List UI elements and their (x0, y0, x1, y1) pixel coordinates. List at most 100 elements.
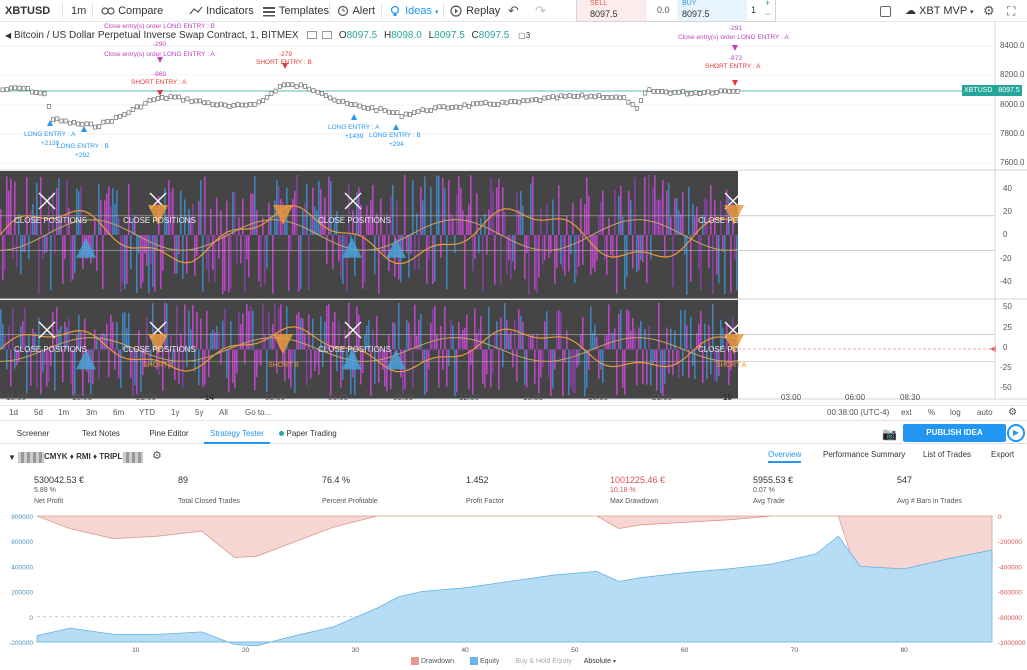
oscillator-1-bar (416, 213, 418, 235)
oscillator-1-bar (370, 200, 372, 235)
minus-icon[interactable]: − (765, 9, 771, 19)
checkbox-icon[interactable] (880, 0, 891, 22)
price-candle (80, 121, 85, 127)
tab-performance-summary[interactable]: Performance Summary (823, 450, 906, 459)
oscillator-1-bar (344, 235, 346, 253)
oscillator-1-bar (362, 235, 364, 289)
oscillator-2-bar (112, 321, 114, 350)
replay-button[interactable]: Replay (449, 0, 500, 22)
oscillator-1-bar (516, 192, 518, 235)
oscillator-2-bar (230, 321, 232, 350)
legend-buy-hold[interactable]: Buy & Hold Equity (515, 657, 572, 665)
timeframe-1d[interactable]: 1d (9, 408, 18, 417)
price-tick: 7600.0 (1000, 158, 1025, 167)
timeframe-6m[interactable]: 6m (113, 408, 125, 417)
oscillator-1-bar (98, 184, 100, 235)
play-icon[interactable]: ▶ (1007, 424, 1025, 442)
gear-icon[interactable]: ⚙ (152, 450, 162, 462)
tab-list-of-trades[interactable]: List of Trades (923, 450, 972, 459)
oscillator-1-bar (78, 191, 80, 235)
gear-icon[interactable]: ⚙ (983, 3, 995, 18)
price-candle (710, 90, 715, 96)
oscillator-2-bar (284, 349, 286, 381)
price-candle (311, 88, 316, 93)
redo-icon[interactable]: ↷ (535, 3, 546, 18)
symbol-search[interactable]: XBTUSD (5, 5, 51, 17)
tab-strategy-tester[interactable]: Strategy Tester (204, 424, 270, 444)
tab-overview[interactable]: Overview (768, 450, 802, 463)
compare-button[interactable]: Compare (101, 0, 163, 22)
timeframe-5y[interactable]: 5y (195, 408, 204, 417)
oscillator-1-bar (430, 187, 432, 235)
oscillator-1-bar (478, 235, 480, 254)
templates-button[interactable]: Templates (262, 0, 329, 22)
timeframe-5d[interactable]: 5d (34, 408, 43, 417)
gear-icon[interactable]: ⚙ (1008, 407, 1017, 418)
plus-icon[interactable]: + (765, 0, 771, 8)
equity-x-tick: 10 (132, 647, 140, 654)
timeframe-1y[interactable]: 1y (171, 408, 180, 417)
oscillator-1-bar (474, 235, 476, 260)
camera-icon[interactable]: 📷 (882, 427, 897, 441)
buy-button[interactable]: BUY 8097.5 (677, 0, 747, 21)
oscillator-1-bar (10, 178, 12, 235)
oscillator-2-bar (72, 349, 74, 396)
short-entry-marker-icon (273, 334, 293, 354)
oscillator-2-bar (706, 349, 708, 380)
tab-pine-editor[interactable]: Pine Editor (149, 429, 189, 438)
settings-icon[interactable] (322, 31, 333, 40)
ext-toggle[interactable]: ext (901, 408, 912, 417)
oscillator-2-bar (4, 335, 6, 350)
sell-button[interactable]: SELL 8097.5 (577, 0, 647, 21)
fullscreen-icon[interactable]: ⛶ (1007, 4, 1016, 18)
tab-paper-trading[interactable]: Paper Trading (274, 424, 342, 444)
oscillator-2-bar (702, 349, 704, 384)
osc2-tick: 0 (1003, 343, 1008, 352)
price-candle (647, 87, 652, 93)
oscillator-1-bar (604, 235, 606, 261)
collapse-icon[interactable]: ▼ (8, 453, 16, 462)
price-candle (135, 104, 139, 110)
eye-icon[interactable] (307, 31, 318, 40)
up-arrow-icon (393, 124, 399, 130)
goto-button[interactable]: Go to... (245, 408, 272, 417)
alert-button[interactable]: Alert (336, 0, 375, 22)
account-selector[interactable]: ☁ XBT MVP ▾ (905, 0, 974, 22)
price-candle (588, 93, 593, 99)
interval-selector[interactable]: 1m (71, 5, 87, 17)
timeframe-ytd[interactable]: YTD (139, 408, 155, 417)
oscillator-1-bar (140, 235, 142, 289)
chart-area[interactable]: ◀ Bitcoin / US Dollar Perpetual Inverse … (0, 22, 1027, 405)
quantity-input[interactable]: 1 (751, 5, 757, 15)
timeframe-3m[interactable]: 3m (86, 408, 98, 417)
oscillator-2-bar (446, 349, 448, 387)
timeframe-1m[interactable]: 1m (58, 408, 70, 417)
oscillator-2-bar (130, 349, 132, 379)
ideas-button[interactable]: Ideas ▾ (388, 0, 439, 22)
legend-drawdown[interactable]: Drawdown (420, 657, 455, 665)
collapse-icon[interactable]: ◀ (5, 31, 12, 40)
legend-mode[interactable]: Absolute (583, 657, 611, 665)
oscillator-1-bar (614, 190, 616, 235)
undo-icon[interactable]: ↶ (508, 3, 519, 18)
price-candle (177, 94, 181, 100)
percent-toggle[interactable]: % (928, 408, 936, 417)
legend-equity[interactable]: Equity (479, 657, 500, 665)
auto-toggle[interactable]: auto (977, 408, 993, 417)
oscillator-1-bar (390, 195, 392, 235)
indicators-button[interactable]: Indicators (189, 0, 254, 22)
publish-idea-button[interactable]: PUBLISH IDEA (903, 424, 1006, 442)
time-tick: 06:00 (328, 393, 349, 402)
indicator-count-icon[interactable]: ▢ (518, 31, 526, 40)
price-candle (521, 98, 526, 103)
oscillator-1-bar (588, 195, 590, 235)
oscillator-2-bar (408, 322, 410, 350)
oscillator-1-bar (30, 211, 32, 235)
tab-text-notes[interactable]: Text Notes (82, 429, 120, 438)
chart-canvas[interactable] (0, 22, 1027, 405)
timeframe-all[interactable]: All (219, 408, 228, 417)
tab-screener[interactable]: Screener (16, 429, 50, 438)
oscillator-1-bar (528, 235, 530, 295)
log-toggle[interactable]: log (950, 408, 961, 417)
tab-export[interactable]: Export (991, 450, 1015, 459)
